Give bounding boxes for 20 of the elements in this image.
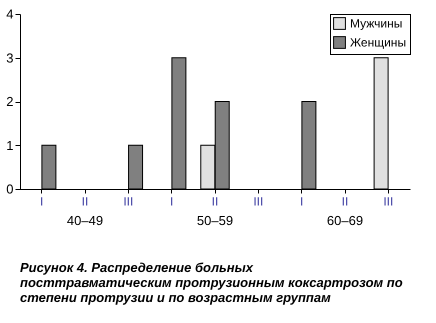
x-tick-label: III bbox=[253, 194, 264, 208]
y-tick-label: 0 bbox=[6, 182, 14, 196]
text: Рисунок 4. Распределение больных посттравматическим протрузионным коксартрозом по степени протрузии и по возрастным группам bbox=[20, 260, 403, 305]
x-tick-label: I bbox=[300, 194, 304, 208]
legend-label: Мужчины bbox=[350, 16, 402, 30]
y-tick-label: 4 bbox=[6, 6, 14, 22]
y-tick-label: 1 bbox=[6, 138, 14, 153]
legend-label: Женщины bbox=[350, 36, 406, 50]
text: 60–69 bbox=[326, 213, 364, 228]
x-tick-label: II bbox=[342, 194, 348, 208]
x-tick-label: I bbox=[40, 194, 44, 208]
x-tick-label: III bbox=[383, 194, 394, 208]
y-tick-label: 3 bbox=[6, 50, 14, 66]
x-tick-label: II bbox=[82, 194, 88, 208]
text: 40–49 bbox=[66, 213, 104, 228]
x-tick-label: I bbox=[170, 194, 174, 208]
y-tick-label: 2 bbox=[6, 94, 14, 109]
x-tick-label: II bbox=[212, 194, 218, 208]
text: 50–59 bbox=[196, 213, 234, 228]
x-tick-label: III bbox=[123, 194, 134, 208]
